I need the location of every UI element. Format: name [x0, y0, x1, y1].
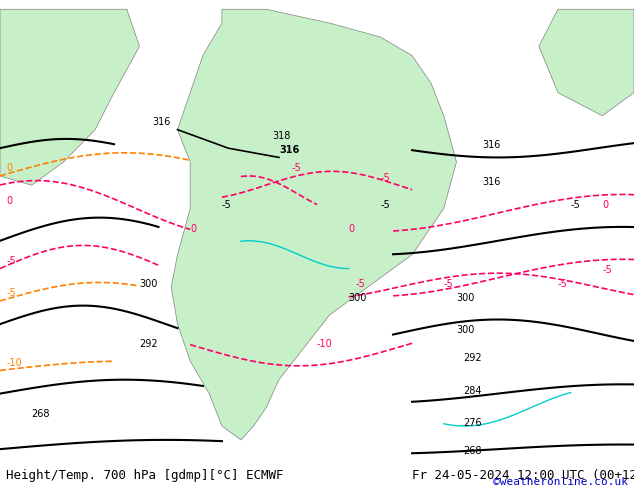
Text: 300: 300	[456, 325, 475, 335]
Text: 0: 0	[602, 200, 609, 210]
Text: -5: -5	[355, 279, 365, 289]
Text: 292: 292	[139, 339, 158, 349]
Text: 316: 316	[482, 140, 500, 150]
Text: -5: -5	[380, 200, 390, 210]
Text: -5: -5	[6, 256, 16, 266]
Text: -10: -10	[317, 339, 333, 349]
Text: -5: -5	[602, 265, 612, 275]
Text: 0: 0	[349, 223, 355, 234]
Polygon shape	[171, 9, 456, 440]
Text: -5: -5	[222, 200, 231, 210]
Text: -5: -5	[292, 163, 301, 173]
Text: 316: 316	[482, 177, 500, 187]
Text: -5: -5	[6, 288, 16, 298]
Text: -10: -10	[6, 358, 22, 368]
Text: 0: 0	[6, 163, 13, 173]
Text: 276: 276	[463, 418, 481, 428]
Text: Height/Temp. 700 hPa [gdmp][°C] ECMWF: Height/Temp. 700 hPa [gdmp][°C] ECMWF	[6, 468, 284, 482]
Text: 284: 284	[463, 386, 481, 395]
Text: -5: -5	[444, 279, 453, 289]
Text: ©weatheronline.co.uk: ©weatheronline.co.uk	[493, 477, 628, 487]
Text: 318: 318	[273, 131, 291, 141]
Text: 316: 316	[279, 145, 299, 155]
Polygon shape	[539, 9, 634, 116]
Text: 0: 0	[190, 223, 197, 234]
Text: 300: 300	[349, 293, 367, 303]
Text: 292: 292	[463, 353, 481, 363]
Text: Fr 24-05-2024 12:00 UTC (00+12): Fr 24-05-2024 12:00 UTC (00+12)	[412, 468, 634, 482]
Text: -5: -5	[571, 200, 580, 210]
Text: 268: 268	[32, 409, 50, 419]
Text: 268: 268	[463, 446, 481, 456]
Text: 300: 300	[456, 293, 475, 303]
Text: 0: 0	[6, 196, 13, 206]
Polygon shape	[0, 9, 139, 185]
Text: 300: 300	[139, 279, 158, 289]
Text: 316: 316	[152, 117, 171, 127]
Text: -5: -5	[558, 279, 567, 289]
Text: -5: -5	[380, 172, 390, 183]
